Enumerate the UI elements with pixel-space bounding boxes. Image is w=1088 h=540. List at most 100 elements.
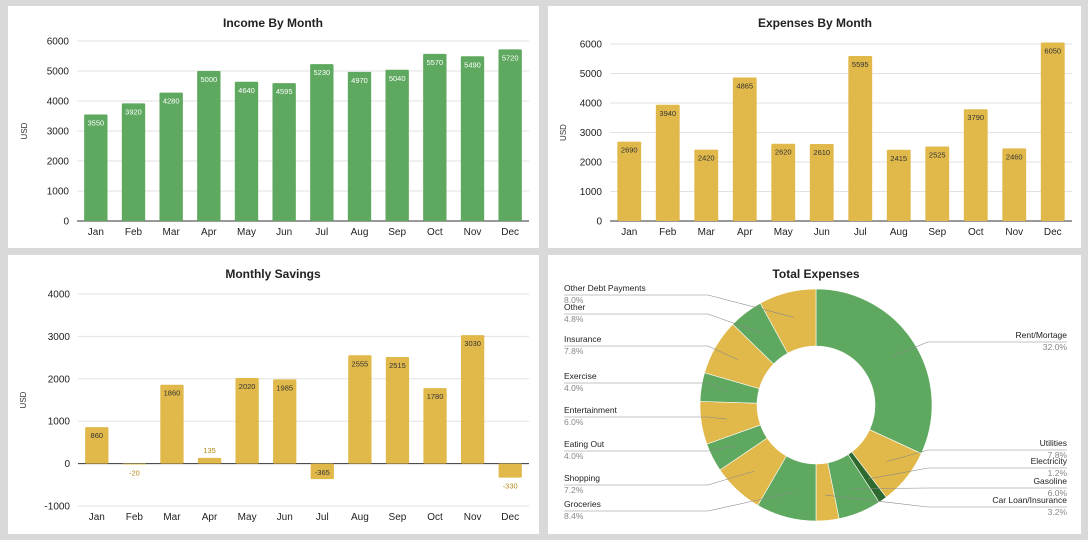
bar-jun: [273, 379, 297, 464]
x-tick-label: Aug: [890, 227, 908, 238]
x-tick-label: Feb: [659, 227, 677, 238]
leader-line: [564, 416, 727, 420]
slice-label: Other Debt Payments: [564, 283, 646, 293]
slice-percent: 32.0%: [1043, 342, 1068, 352]
data-label: 3030: [464, 339, 481, 348]
data-label: 2690: [621, 146, 638, 155]
x-tick-label: Feb: [126, 512, 144, 523]
bar-jan: [85, 427, 109, 464]
slice-label: Groceries: [564, 499, 601, 509]
bar-oct: [963, 109, 988, 221]
x-tick-label: Jan: [621, 227, 637, 238]
leader-line: [564, 492, 793, 512]
y-tick-label: 0: [64, 459, 70, 470]
x-tick-label: Dec: [501, 512, 519, 523]
bar-nov: [460, 335, 485, 464]
bar-mar: [160, 384, 184, 464]
bar-jan: [617, 141, 642, 221]
bar-jun: [809, 144, 834, 221]
x-tick-label: Mar: [163, 227, 181, 238]
bar-apr: [197, 71, 221, 221]
data-label: 2415: [890, 154, 907, 163]
slice-percent: 8.4%: [564, 511, 584, 521]
bar-sep: [925, 146, 950, 221]
y-tick-label: 0: [63, 217, 69, 228]
leader-line: [564, 313, 762, 334]
bar-oct: [423, 53, 447, 222]
data-label: 3940: [659, 109, 676, 118]
y-tick-label: -1000: [44, 502, 70, 513]
monthly-savings-chart: Monthly Savings -1000 0 1000 2000 3000 4000 USD…: [19, 267, 529, 523]
income-chart-panel: Income By Month 0 1000 2000 3000 4000 5000 6000…: [8, 6, 539, 248]
data-label: 5230: [313, 68, 330, 77]
data-label: -330: [503, 482, 518, 491]
slice-other-debt-payments: [759, 288, 817, 354]
expenses-by-month-chart: Expenses By Month 0 1000 2000 3000 4000 5000 60…: [559, 16, 1072, 238]
y-tick-label: 1000: [48, 417, 71, 428]
leader-line: [564, 294, 794, 318]
x-tick-label: Nov: [464, 512, 482, 523]
slice-label: Gasoline: [1033, 476, 1067, 486]
bar-jan: [84, 114, 108, 221]
chart-title: Monthly Savings: [225, 267, 321, 281]
x-tick-label: Mar: [698, 227, 716, 238]
bar-jul: [310, 463, 334, 480]
data-label: 3550: [87, 119, 104, 128]
leader-line: [564, 470, 755, 486]
leader-line: [868, 467, 1067, 480]
leader-line: [825, 494, 1067, 508]
bar-jun: [272, 83, 296, 222]
y-tick-label: 4000: [580, 99, 603, 110]
data-label: 5570: [426, 58, 443, 67]
bar-sep: [385, 69, 409, 221]
y-tick-label: 0: [596, 217, 602, 228]
x-tick-label: Apr: [737, 227, 753, 238]
data-label: 2515: [389, 361, 406, 370]
data-label: 2620: [775, 148, 792, 157]
leader-line: [892, 341, 1067, 357]
y-tick-label: 3000: [47, 127, 70, 138]
x-tick-label: May: [237, 227, 256, 238]
slice-percent: 4.0%: [564, 383, 584, 393]
slice-label: Electricity: [1031, 456, 1068, 466]
x-tick-label: Jul: [854, 227, 867, 238]
data-label: 3920: [125, 107, 142, 116]
data-label: 2525: [929, 151, 946, 160]
data-label: 5490: [464, 60, 481, 69]
data-label: 2420: [698, 154, 715, 163]
data-label: 2555: [352, 359, 369, 368]
chart-title: Total Expenses: [772, 267, 859, 281]
y-tick-label: 1000: [47, 187, 70, 198]
data-label: 5720: [502, 53, 519, 62]
bar-nov: [1002, 148, 1027, 221]
bar-sep: [385, 356, 410, 464]
slice-percent: 7.8%: [1048, 450, 1068, 460]
slice-percent: 4.8%: [564, 314, 584, 324]
y-tick-label: 1000: [580, 187, 603, 198]
slice-label: Other: [564, 302, 585, 312]
bar-may: [234, 81, 259, 221]
data-label: 135: [203, 446, 216, 455]
bar-jul: [848, 55, 873, 222]
y-tick-label: 5000: [47, 67, 70, 78]
x-tick-label: Jun: [814, 227, 830, 238]
data-label: 1985: [276, 383, 293, 392]
x-tick-label: Sep: [928, 227, 946, 238]
x-tick-label: Oct: [968, 227, 984, 238]
data-label: 2460: [1006, 152, 1023, 161]
bar-mar: [694, 149, 719, 221]
x-tick-label: Oct: [427, 227, 443, 238]
y-tick-label: 6000: [580, 40, 603, 51]
x-tick-label: Jul: [316, 512, 329, 523]
x-tick-label: Jan: [89, 512, 105, 523]
x-tick-label: May: [238, 512, 257, 523]
data-label: 2610: [813, 148, 830, 157]
x-tick-label: Dec: [1044, 227, 1062, 238]
y-tick-label: 5000: [580, 69, 603, 80]
income-by-month-chart: Income By Month 0 1000 2000 3000 4000 5000 6000…: [20, 16, 529, 238]
bar-dec: [1040, 42, 1065, 222]
data-label: 6050: [1044, 47, 1061, 56]
x-tick-label: Mar: [163, 512, 181, 523]
x-tick-label: Apr: [201, 227, 217, 238]
x-tick-label: Feb: [125, 227, 143, 238]
